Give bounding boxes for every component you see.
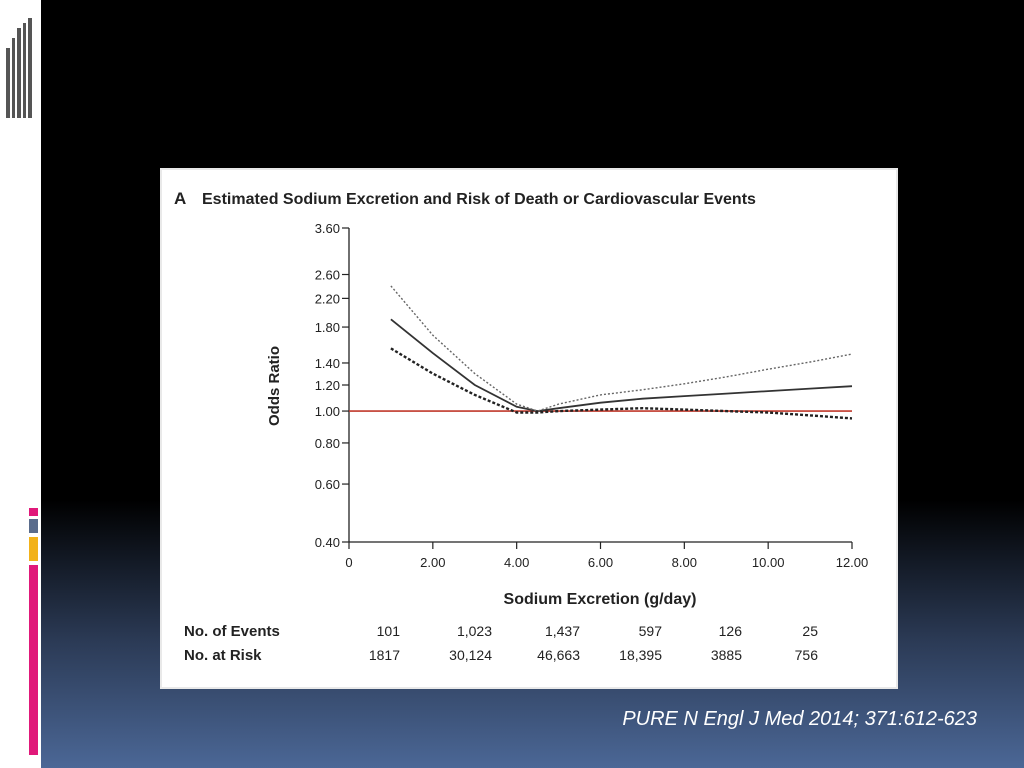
chart-figure: A Estimated Sodium Excretion and Risk of… <box>160 168 898 689</box>
risk-row-label: No. at Risk <box>184 647 262 664</box>
risk-cell: 1,023 <box>457 623 492 639</box>
risk-cell: 25 <box>802 623 818 639</box>
x-tick-label: 2.00 <box>420 555 445 570</box>
x-tick-label: 6.00 <box>588 555 613 570</box>
y-axis-label: Odds Ratio <box>266 346 283 426</box>
accent-bar-slate <box>29 519 38 533</box>
vertical-bars-decoration <box>6 18 32 118</box>
panel-label: A <box>174 189 186 208</box>
x-tick-label: 10.00 <box>752 555 785 570</box>
risk-cell: 597 <box>639 623 663 639</box>
y-axis: 0.40 0.60 0.80 1.00 1.20 1.40 1.80 2.20 2.60 3.60 <box>315 221 350 550</box>
risk-cell: 1,437 <box>545 623 580 639</box>
risk-cell: 126 <box>719 623 743 639</box>
left-margin-strip <box>0 0 41 768</box>
accent-bar-pink-tall <box>29 565 38 755</box>
x-tick-label: 4.00 <box>504 555 529 570</box>
chart-title: Estimated Sodium Excretion and Risk of D… <box>202 191 756 208</box>
accent-bar-gold <box>29 537 38 561</box>
x-axis-label: Sodium Excretion (g/day) <box>504 591 697 608</box>
risk-cell: 30,124 <box>449 647 492 663</box>
risk-cell: 756 <box>795 647 819 663</box>
y-tick-label: 3.60 <box>315 221 340 236</box>
risk-cell: 101 <box>377 623 401 639</box>
y-tick-label: 0.80 <box>315 436 340 451</box>
series-line-solid <box>390 318 853 413</box>
y-tick-label: 2.20 <box>315 291 340 306</box>
risk-cell: 46,663 <box>537 647 580 663</box>
series-line-dotted-upper <box>390 285 853 412</box>
citation-text: PURE N Engl J Med 2014; 371:612-623 <box>622 708 977 730</box>
risk-row-label: No. of Events <box>184 623 280 640</box>
x-tick-label: 0 <box>345 555 352 570</box>
y-tick-label: 1.80 <box>315 320 340 335</box>
y-tick-label: 1.40 <box>315 356 340 371</box>
y-tick-label: 1.00 <box>315 404 340 419</box>
y-tick-label: 0.60 <box>315 477 340 492</box>
odds-ratio-chart: A Estimated Sodium Excretion and Risk of… <box>174 189 869 664</box>
risk-cell: 18,395 <box>619 647 662 663</box>
x-axis: 0 2.00 4.00 6.00 8.00 10.00 12.00 <box>345 541 869 570</box>
risk-table: No. of Events 101 1,023 1,437 597 126 25 No. at… <box>184 623 818 664</box>
y-tick-label: 2.60 <box>315 268 340 283</box>
risk-cell: 3885 <box>711 647 742 663</box>
plot-lines <box>349 285 853 420</box>
y-tick-label: 1.20 <box>315 378 340 393</box>
accent-bar-pink-small <box>29 508 38 516</box>
risk-cell: 1817 <box>369 647 400 663</box>
series-line-dotted-lower <box>390 347 853 420</box>
y-tick-label: 0.40 <box>315 535 340 550</box>
x-tick-label: 12.00 <box>836 555 869 570</box>
x-tick-label: 8.00 <box>672 555 697 570</box>
